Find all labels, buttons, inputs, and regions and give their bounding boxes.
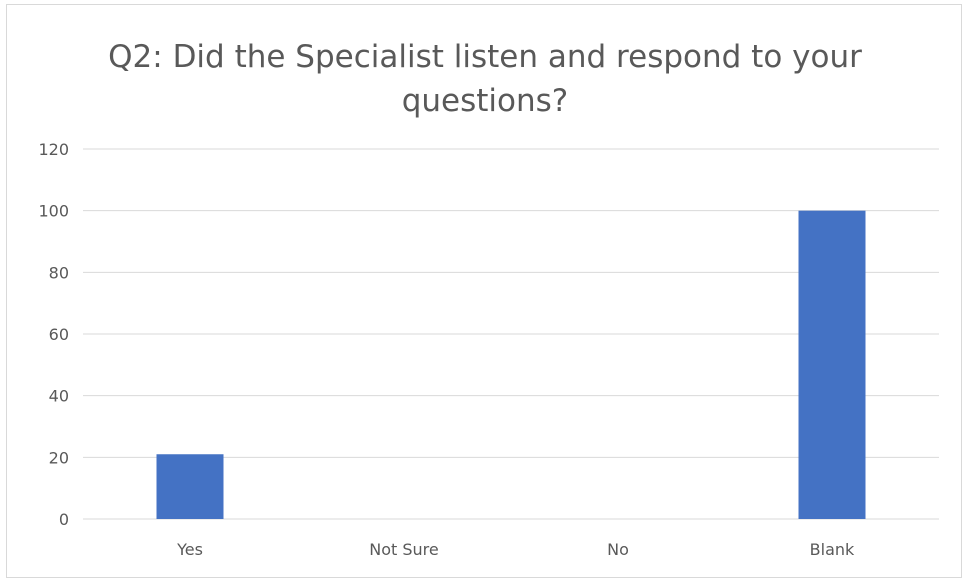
y-tick-label-80: 80 (49, 263, 69, 282)
y-tick-label-120: 120 (38, 140, 69, 159)
chart-title: Q2: Did the Specialist listen and respon… (7, 35, 963, 123)
x-tick-label-yes: Yes (176, 540, 203, 559)
y-tick-label-60: 60 (49, 325, 69, 344)
y-tick-label-0: 0 (59, 510, 69, 529)
bar-chart-plot: 0 20 40 60 80 100 120 Yes Not Sure No Blank (38, 140, 939, 559)
bar-yes (156, 454, 224, 519)
chart-title-line-2: questions? (401, 83, 569, 119)
y-tick-label-20: 20 (49, 448, 69, 467)
y-tick-label-100: 100 (38, 202, 69, 221)
x-tick-label-blank: Blank (810, 540, 855, 559)
x-tick-label-no: No (607, 540, 629, 559)
chart-title-line-1: Q2: Did the Specialist listen and respon… (108, 39, 862, 75)
chart-frame: Q2: Did the Specialist listen and respon… (6, 4, 962, 578)
bar-blank (798, 210, 866, 519)
x-tick-label-not-sure: Not Sure (369, 540, 438, 559)
y-tick-label-40: 40 (49, 387, 69, 406)
